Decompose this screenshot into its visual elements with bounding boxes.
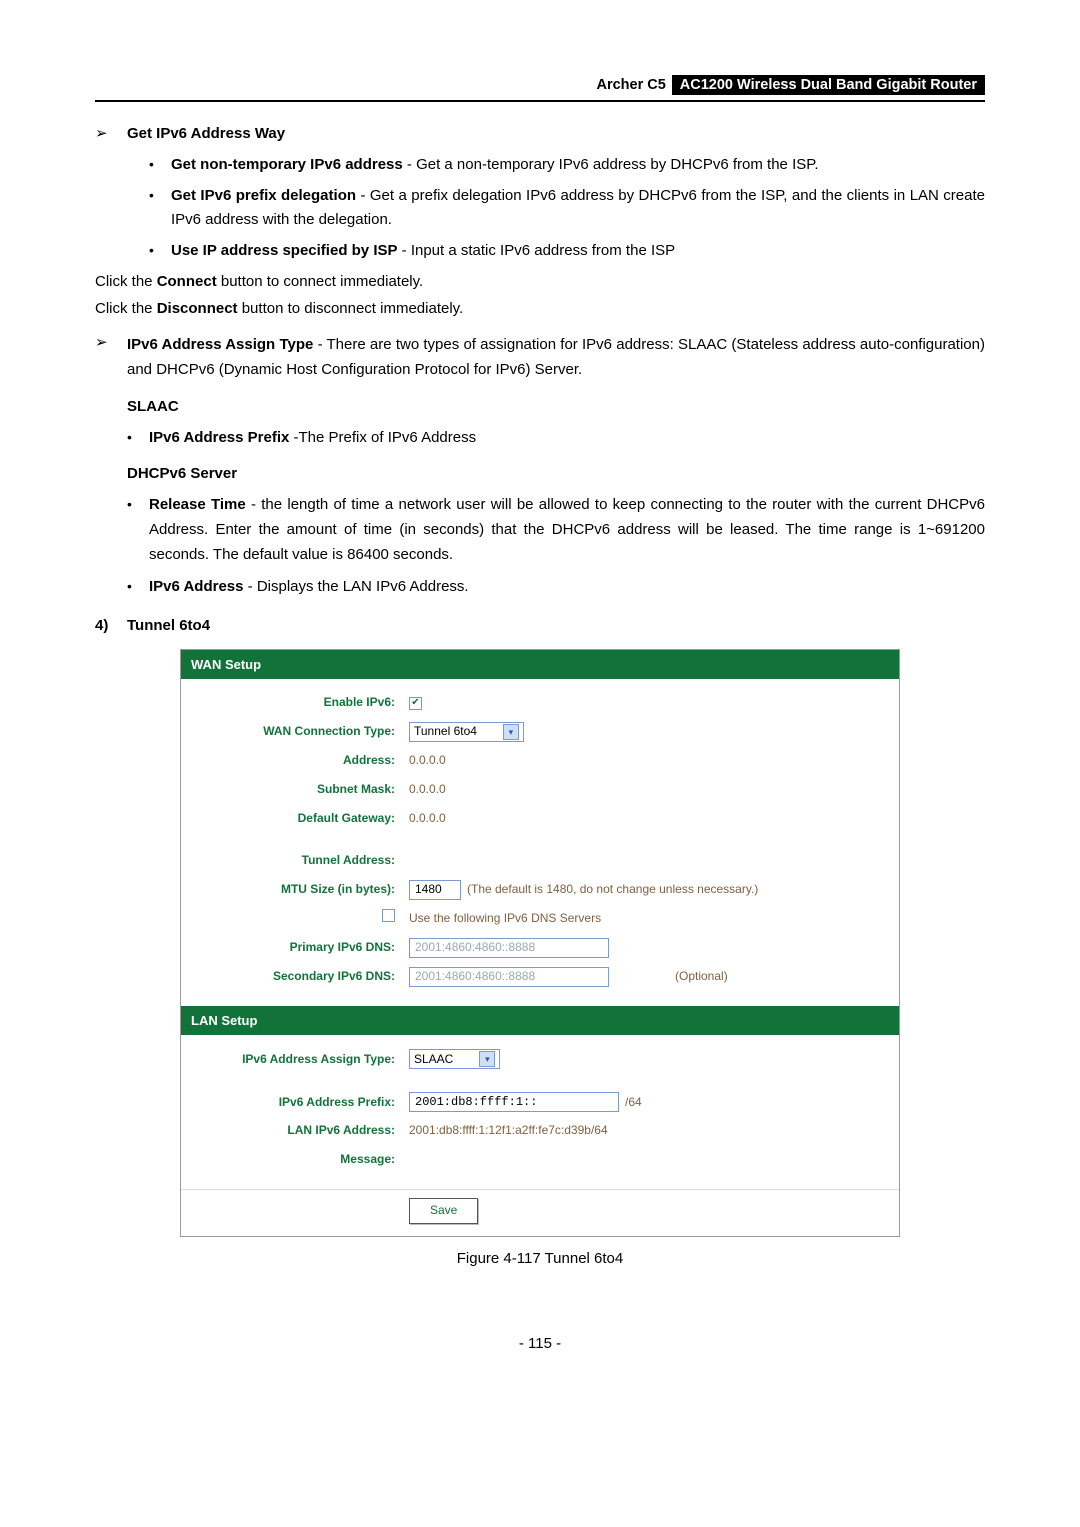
bullet-icon: • — [127, 426, 149, 451]
slaac-heading: SLAAC — [127, 395, 985, 420]
list-item: • Use IP address specified by ISP - Inpu… — [149, 239, 985, 264]
wan-conn-type-label: WAN Connection Type: — [199, 722, 409, 742]
lan-ipv6-label: LAN IPv6 Address: — [199, 1121, 409, 1141]
wan-setup-figure: WAN Setup Enable IPv6: ✔ WAN Connection … — [180, 649, 900, 1237]
figure-caption: Figure 4-117 Tunnel 6to4 — [95, 1247, 985, 1272]
model-name: Archer C5 — [596, 77, 665, 93]
model-title: AC1200 Wireless Dual Band Gigabit Router — [672, 75, 985, 95]
bullet-icon: • — [127, 493, 149, 567]
item-bold: Use IP address specified by ISP — [171, 242, 398, 259]
dhcpv6-heading: DHCPv6 Server — [127, 462, 985, 487]
item-text: - the length of time a network user will… — [149, 496, 985, 563]
item-bold: IPv6 Address Prefix — [149, 429, 289, 446]
bullet-icon: • — [127, 575, 149, 600]
optional-label: (Optional) — [675, 967, 728, 987]
message-label: Message: — [199, 1150, 409, 1170]
list-item: • IPv6 Address Prefix -The Prefix of IPv… — [127, 426, 985, 451]
enable-ipv6-checkbox[interactable]: ✔ — [409, 697, 422, 710]
item-text: -The Prefix of IPv6 Address — [289, 429, 476, 446]
bullet-icon: • — [149, 184, 171, 234]
item-bold: IPv6 Address Assign Type — [127, 336, 313, 353]
connect-paragraph: Click the Connect button to connect imme… — [95, 270, 985, 295]
select-value: SLAAC — [414, 1050, 453, 1070]
lan-ipv6-value: 2001:db8:ffff:1:12f1:a2ff:fe7c:d39b/64 — [409, 1121, 881, 1141]
item-text: - Input a static IPv6 address from the I… — [398, 242, 676, 259]
select-value: Tunnel 6to4 — [414, 722, 477, 742]
item-bold: Get non-temporary IPv6 address — [171, 156, 403, 173]
lan-setup-header: LAN Setup — [181, 1006, 899, 1035]
assign-type-label: IPv6 Address Assign Type: — [199, 1050, 409, 1070]
tunnel-6to4-heading: 4) Tunnel 6to4 — [95, 614, 985, 639]
wan-setup-header: WAN Setup — [181, 650, 899, 679]
gateway-label: Default Gateway: — [199, 809, 409, 829]
address-value: 0.0.0.0 — [409, 751, 881, 771]
mtu-label: MTU Size (in bytes): — [199, 880, 409, 900]
mtu-hint: (The default is 1480, do not change unle… — [467, 880, 758, 900]
mtu-input[interactable]: 1480 — [409, 880, 461, 900]
arrow-icon: ➢ — [95, 122, 127, 147]
use-dns-label: Use the following IPv6 DNS Servers — [409, 909, 881, 929]
prefix-suffix: /64 — [625, 1093, 642, 1113]
secondary-dns-label: Secondary IPv6 DNS: — [199, 967, 409, 987]
address-label: Address: — [199, 751, 409, 771]
subnet-value: 0.0.0.0 — [409, 780, 881, 800]
list-item: • Release Time - the length of time a ne… — [127, 493, 985, 567]
item-text: - Displays the LAN IPv6 Address. — [244, 578, 469, 595]
gateway-value: 0.0.0.0 — [409, 809, 881, 829]
bullet-icon: • — [149, 239, 171, 264]
item-bold: IPv6 Address — [149, 578, 244, 595]
enable-ipv6-label: Enable IPv6: — [199, 693, 409, 713]
chevron-down-icon: ▾ — [503, 724, 519, 740]
prefix-label: IPv6 Address Prefix: — [199, 1093, 409, 1113]
page-header: Archer C5 AC1200 Wireless Dual Band Giga… — [95, 75, 985, 95]
list-item: • Get non-temporary IPv6 address - Get a… — [149, 153, 985, 178]
page-number: - 115 - — [95, 1332, 985, 1357]
tunnel-address-label: Tunnel Address: — [199, 851, 409, 871]
header-divider — [95, 100, 985, 102]
primary-dns-input[interactable]: 2001:4860:4860::8888 — [409, 938, 609, 958]
arrow-icon: ➢ — [95, 331, 127, 383]
primary-dns-label: Primary IPv6 DNS: — [199, 938, 409, 958]
item-text: - Get a non-temporary IPv6 address by DH… — [403, 156, 819, 173]
heading-text: Tunnel 6to4 — [127, 614, 210, 639]
assign-type-select[interactable]: SLAAC ▾ — [409, 1049, 500, 1069]
section-assign-type: ➢ IPv6 Address Assign Type - There are t… — [95, 331, 985, 383]
save-button[interactable]: Save — [409, 1198, 478, 1224]
chevron-down-icon: ▾ — [479, 1051, 495, 1067]
list-item: • Get IPv6 prefix delegation - Get a pre… — [149, 184, 985, 234]
item-bold: Release Time — [149, 496, 246, 513]
list-item: • IPv6 Address - Displays the LAN IPv6 A… — [127, 575, 985, 600]
section-title: Get IPv6 Address Way — [127, 125, 285, 142]
wan-conn-type-select[interactable]: Tunnel 6to4 ▾ — [409, 722, 524, 742]
bullet-icon: • — [149, 153, 171, 178]
subnet-label: Subnet Mask: — [199, 780, 409, 800]
section-get-ipv6-way: ➢ Get IPv6 Address Way — [95, 122, 985, 147]
disconnect-paragraph: Click the Disconnect button to disconnec… — [95, 297, 985, 322]
prefix-input[interactable]: 2001:db8:ffff:1:: — [409, 1092, 619, 1112]
use-dns-checkbox[interactable] — [382, 909, 395, 922]
item-bold: Get IPv6 prefix delegation — [171, 187, 356, 204]
number-label: 4) — [95, 614, 127, 639]
secondary-dns-input[interactable]: 2001:4860:4860::8888 — [409, 967, 609, 987]
